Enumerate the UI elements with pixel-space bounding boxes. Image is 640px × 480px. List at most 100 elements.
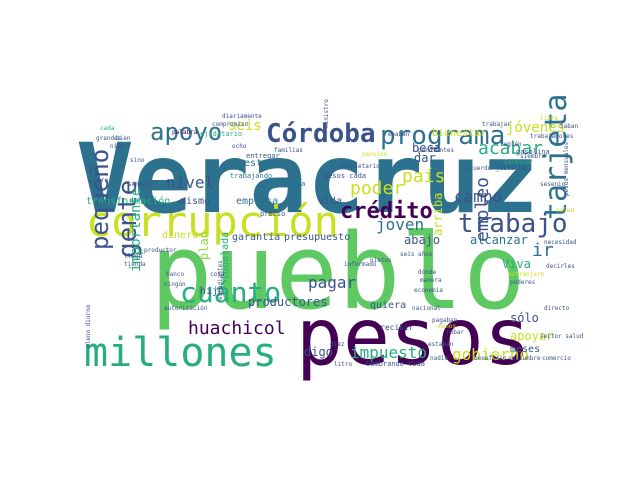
word-pequeno: pequeño xyxy=(86,149,114,250)
word-quiera: quiera xyxy=(370,300,406,311)
word-empresa: empresa xyxy=(236,196,278,207)
word-empleo: empleo xyxy=(472,177,493,242)
word-siembre: siembre xyxy=(520,153,546,160)
word-tienda: tienda xyxy=(124,261,146,268)
word-ningun: ningún xyxy=(164,281,186,288)
word-seis-anos: seis años xyxy=(400,251,433,258)
word-gente: gente xyxy=(113,180,143,258)
word-pagaban: pagaban xyxy=(432,317,458,324)
word-rebaban: rebaban xyxy=(384,131,410,138)
word-millones: millones xyxy=(84,330,277,376)
word-nivel: nivel xyxy=(166,173,214,192)
word-pesos-cada: pesos cada xyxy=(324,172,366,180)
word-pobre: pobre xyxy=(90,177,108,184)
word-extranjero: extranjero xyxy=(508,271,545,278)
word-bien: bien xyxy=(116,135,131,142)
word-plan: plan xyxy=(197,231,211,260)
word-mismo: mismo xyxy=(180,196,210,207)
word-autorizacion: autorización xyxy=(164,305,208,312)
word-nietos: nietos xyxy=(370,257,392,264)
word-ocho: ocho xyxy=(232,143,247,150)
word-veracruz: Veracruz xyxy=(76,123,538,235)
word-estudiantes: estudiantes xyxy=(217,260,224,300)
word-trabajando: trabajando xyxy=(230,172,272,180)
word-grandes: grandes xyxy=(96,135,122,142)
word-maestro: maestro xyxy=(232,158,274,169)
word-libre: libre xyxy=(540,115,558,122)
word-solo: sólo xyxy=(510,311,539,325)
word-impuesto: impuesto xyxy=(350,343,427,362)
word-pais: país xyxy=(402,166,445,187)
word-jovenes: jóvenes xyxy=(506,120,565,136)
word-propietario: propietario xyxy=(340,163,380,170)
word-ejidatario: ejidatario xyxy=(200,130,242,138)
word-dar: dar xyxy=(414,151,436,165)
word-pesos-mensuales: pesos mensuales xyxy=(563,141,570,196)
word-joven: joven xyxy=(376,215,424,234)
word-vida: vida xyxy=(318,196,342,207)
word-acabar: acabar xyxy=(478,138,543,159)
word-poderes: poderes xyxy=(510,279,536,286)
word-llega: llega xyxy=(124,253,142,260)
word-costumbre: costumbre xyxy=(508,355,541,362)
word-sembrando: Sembrando Vida xyxy=(366,360,425,368)
word-pesos: pesos xyxy=(296,293,531,383)
word-tonelada: tonelada xyxy=(220,232,231,280)
word-apoyo: apoyo xyxy=(150,118,222,146)
word-dinero: dinero xyxy=(162,230,198,241)
word-bienestar: bienestar xyxy=(432,128,486,139)
word-donde: dónde xyxy=(418,269,436,276)
word-transformacion: transformación xyxy=(86,195,170,207)
word-viva: Viva xyxy=(502,257,531,271)
cloud-background xyxy=(72,118,578,368)
word-gasolina: gasolina xyxy=(516,148,550,156)
word-estaban: estaban xyxy=(428,341,454,348)
word-pleno-diurno: pleno diurno xyxy=(85,304,92,348)
word-palabra: palabra xyxy=(172,129,198,136)
word-ministro: ministro xyxy=(323,99,330,128)
word-justicia: justicia xyxy=(496,165,525,172)
word-planta: planta xyxy=(280,180,305,188)
word-directo: directo xyxy=(544,305,570,312)
word-economia: economía xyxy=(414,287,443,294)
word-decirles: decirles xyxy=(546,263,575,270)
word-comercio: comercio xyxy=(542,355,571,362)
word-trabajo: trabajo xyxy=(458,209,568,239)
word-pagar: pagar xyxy=(308,273,357,292)
word-campo: campo xyxy=(454,187,502,206)
word-corrupcion: corrupción xyxy=(86,197,339,246)
word-manera: manera xyxy=(420,277,442,284)
word-nina: niña xyxy=(110,143,125,150)
word-tarjeta: tarjeta xyxy=(539,94,574,220)
word-seis: seis xyxy=(228,118,262,134)
word-productor: productor xyxy=(144,247,177,254)
word-recibir: recibir xyxy=(380,323,414,332)
word-abajo: abajo xyxy=(404,233,440,247)
word-poder: poder xyxy=(350,178,404,199)
word-programa: programa xyxy=(380,121,505,151)
word-arriba: arriba xyxy=(431,193,445,236)
word-acuerdo: acuerdo xyxy=(466,165,492,172)
word-garantia: garantía xyxy=(232,231,280,243)
word-semento: sesenio xyxy=(540,181,566,188)
word-digo: digo xyxy=(304,345,333,359)
word-pendientes: pendientes xyxy=(418,147,455,154)
word-hijo: hijo xyxy=(200,286,224,297)
word-beca: beca xyxy=(412,141,441,155)
word-nadie: nadie xyxy=(430,355,448,362)
word-necesidad: necesidad xyxy=(544,239,577,246)
word-cada: cada xyxy=(100,125,115,132)
word-banco: banco xyxy=(166,271,184,278)
word-familias: familias xyxy=(274,147,303,154)
word-entregar: entregar xyxy=(246,152,280,160)
word-cosa: cosa xyxy=(210,271,225,278)
word-cuanto: cuánto xyxy=(180,276,281,309)
word-trabajar: trabajar xyxy=(482,121,511,128)
word-diez: diez xyxy=(330,341,345,348)
word-trabajadores: trabajadores xyxy=(530,133,574,140)
word-nacional: nacional xyxy=(412,305,441,312)
word-cordoba: Córdoba xyxy=(266,119,376,149)
word-ir: ir xyxy=(532,240,554,261)
word-precio: precio xyxy=(260,210,285,218)
